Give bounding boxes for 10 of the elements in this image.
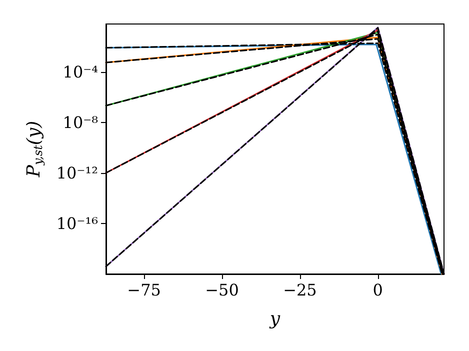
y-axis-title: Py,st(y)	[24, 120, 45, 178]
y-tick-label: 10⁻⁸	[62, 112, 98, 132]
x-tick-label: −75	[127, 280, 161, 300]
x-tick-label: −50	[205, 280, 239, 300]
x-axis-title: y	[268, 308, 281, 330]
y-tick-label: 10⁻¹²	[56, 163, 98, 182]
x-tick-label: −25	[283, 280, 317, 300]
x-tick-label: 0	[372, 280, 383, 300]
y-tick-label: 10⁻⁴	[62, 62, 98, 82]
y-tick-label: 10⁻¹⁶	[56, 214, 98, 233]
